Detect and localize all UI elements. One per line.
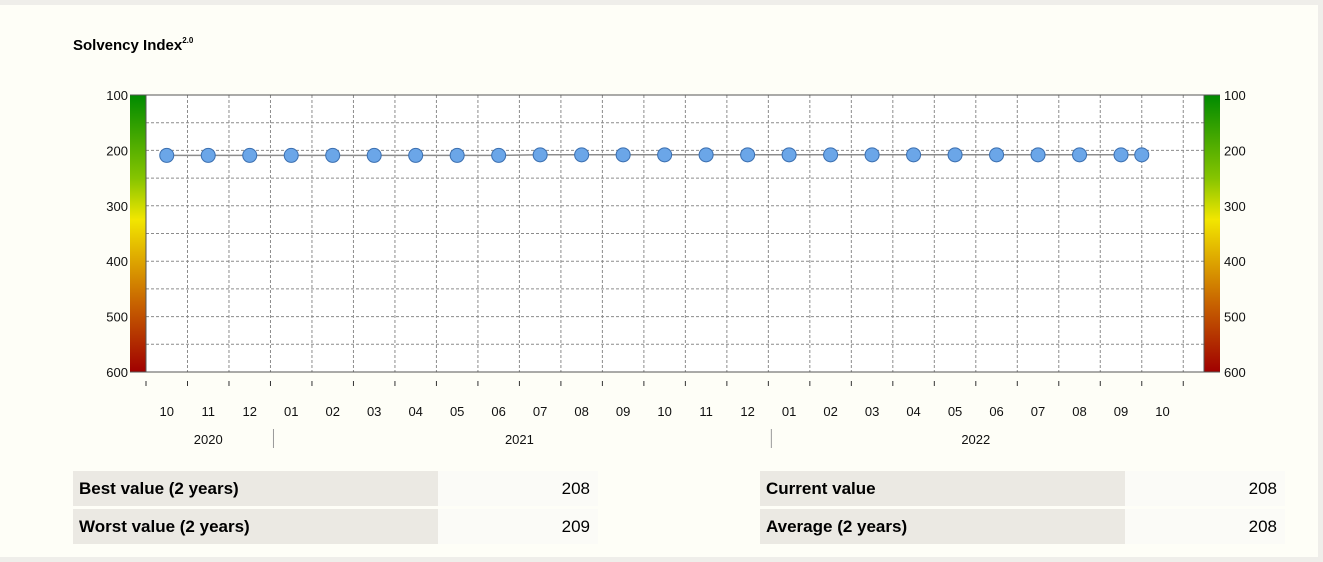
x-tick-label: 02 bbox=[823, 404, 837, 419]
y-tick-label-right: 200 bbox=[1224, 143, 1246, 158]
y-tick-label-right: 300 bbox=[1224, 199, 1246, 214]
data-point bbox=[615, 147, 631, 163]
average-label: Average (2 years) bbox=[760, 509, 1125, 544]
x-tick-label: 11 bbox=[201, 404, 215, 419]
worst-value-label: Worst value (2 years) bbox=[73, 509, 438, 544]
x-tick-label: 02 bbox=[325, 404, 339, 419]
chart-title-text: Solvency Index bbox=[73, 37, 183, 54]
data-point bbox=[781, 147, 797, 163]
y-tick-label-right: 500 bbox=[1224, 310, 1246, 325]
y-tick-label-left: 300 bbox=[106, 199, 128, 214]
x-tick-label: 03 bbox=[367, 404, 381, 419]
best-value-label: Best value (2 years) bbox=[73, 471, 438, 506]
x-tick-label: 09 bbox=[1114, 404, 1128, 419]
chart-title: Solvency Index2.0 bbox=[73, 36, 194, 54]
x-tick-label: 11 bbox=[699, 404, 713, 419]
x-tick-label: 12 bbox=[242, 404, 256, 419]
year-label: 2021 bbox=[505, 432, 534, 447]
data-point bbox=[989, 147, 1005, 163]
data-point bbox=[491, 147, 507, 163]
data-point bbox=[574, 147, 590, 163]
x-tick-label: 06 bbox=[989, 404, 1003, 419]
y-tick-label-right: 100 bbox=[1224, 88, 1246, 103]
data-point bbox=[657, 147, 673, 163]
x-tick-label: 01 bbox=[782, 404, 796, 419]
x-tick-label: 08 bbox=[574, 404, 588, 419]
plot-area bbox=[146, 95, 1204, 372]
x-tick-label: 01 bbox=[284, 404, 298, 419]
x-tick-label: 04 bbox=[906, 404, 920, 419]
y-tick-label-left: 500 bbox=[106, 310, 128, 325]
year-label: 2022 bbox=[961, 432, 990, 447]
y-tick-label-left: 600 bbox=[106, 365, 128, 380]
average-value: 208 bbox=[1125, 509, 1285, 544]
x-tick-label: 10 bbox=[1155, 404, 1169, 419]
data-point bbox=[242, 147, 258, 163]
data-point bbox=[159, 147, 175, 163]
data-point bbox=[906, 147, 922, 163]
x-tick-label: 04 bbox=[408, 404, 422, 419]
data-point bbox=[823, 147, 839, 163]
current-value: 208 bbox=[1125, 471, 1285, 506]
x-tick-label: 03 bbox=[865, 404, 879, 419]
data-point bbox=[532, 147, 548, 163]
y-tick-label-left: 100 bbox=[106, 88, 128, 103]
data-point bbox=[325, 147, 341, 163]
data-point bbox=[1134, 147, 1150, 163]
best-value: 208 bbox=[438, 471, 598, 506]
y-tick-label-left: 400 bbox=[106, 254, 128, 269]
y-tick-label-right: 600 bbox=[1224, 365, 1246, 380]
x-tick-label: 07 bbox=[533, 404, 547, 419]
data-point bbox=[283, 147, 299, 163]
data-point bbox=[1113, 147, 1129, 163]
data-point bbox=[740, 147, 756, 163]
current-value-label: Current value bbox=[760, 471, 1125, 506]
x-tick-label: 05 bbox=[948, 404, 962, 419]
x-tick-label: 10 bbox=[657, 404, 671, 419]
y-tick-label-left: 200 bbox=[106, 143, 128, 158]
worst-value: 209 bbox=[438, 509, 598, 544]
chart-title-superscript: 2.0 bbox=[182, 36, 194, 45]
x-tick-label: 06 bbox=[491, 404, 505, 419]
x-tick-label: 08 bbox=[1072, 404, 1086, 419]
x-tick-label: 09 bbox=[616, 404, 630, 419]
data-point bbox=[366, 147, 382, 163]
solvency-index-chart: 100 200 300 400 500 600 100 200 300 400 500 600 10 11… bbox=[106, 88, 1246, 448]
x-tick-label: 10 bbox=[160, 404, 174, 419]
data-point bbox=[947, 147, 963, 163]
x-tick-label: 12 bbox=[740, 404, 754, 419]
color-scale-right bbox=[1204, 95, 1220, 372]
data-point bbox=[200, 147, 216, 163]
data-point bbox=[1072, 147, 1088, 163]
year-label: 2020 bbox=[194, 432, 223, 447]
data-point bbox=[1030, 147, 1046, 163]
y-tick-label-right: 400 bbox=[1224, 254, 1246, 269]
data-point bbox=[408, 147, 424, 163]
data-point bbox=[449, 147, 465, 163]
x-tick-label: 07 bbox=[1031, 404, 1045, 419]
data-point bbox=[864, 147, 880, 163]
data-point bbox=[698, 147, 714, 163]
color-scale-left bbox=[130, 95, 146, 372]
x-tick-label: 05 bbox=[450, 404, 464, 419]
